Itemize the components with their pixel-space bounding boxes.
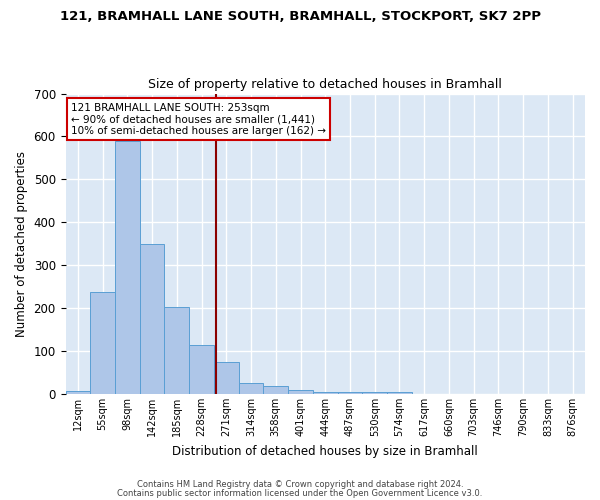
Bar bbox=[90, 292, 115, 394]
Bar bbox=[164, 307, 189, 394]
Bar bbox=[263, 386, 288, 394]
Bar bbox=[338, 392, 362, 394]
X-axis label: Distribution of detached houses by size in Bramhall: Distribution of detached houses by size … bbox=[172, 444, 478, 458]
Bar bbox=[140, 244, 164, 394]
Bar bbox=[214, 362, 239, 394]
Text: 121 BRAMHALL LANE SOUTH: 253sqm
← 90% of detached houses are smaller (1,441)
10%: 121 BRAMHALL LANE SOUTH: 253sqm ← 90% of… bbox=[71, 102, 326, 136]
Bar bbox=[288, 390, 313, 394]
Text: 121, BRAMHALL LANE SOUTH, BRAMHALL, STOCKPORT, SK7 2PP: 121, BRAMHALL LANE SOUTH, BRAMHALL, STOC… bbox=[59, 10, 541, 23]
Y-axis label: Number of detached properties: Number of detached properties bbox=[15, 151, 28, 337]
Text: Contains public sector information licensed under the Open Government Licence v3: Contains public sector information licen… bbox=[118, 488, 482, 498]
Text: Contains HM Land Registry data © Crown copyright and database right 2024.: Contains HM Land Registry data © Crown c… bbox=[137, 480, 463, 489]
Bar bbox=[189, 344, 214, 394]
Bar bbox=[387, 392, 412, 394]
Bar bbox=[362, 392, 387, 394]
Bar bbox=[115, 141, 140, 394]
Bar bbox=[313, 392, 338, 394]
Title: Size of property relative to detached houses in Bramhall: Size of property relative to detached ho… bbox=[148, 78, 502, 91]
Bar bbox=[65, 391, 90, 394]
Bar bbox=[239, 384, 263, 394]
